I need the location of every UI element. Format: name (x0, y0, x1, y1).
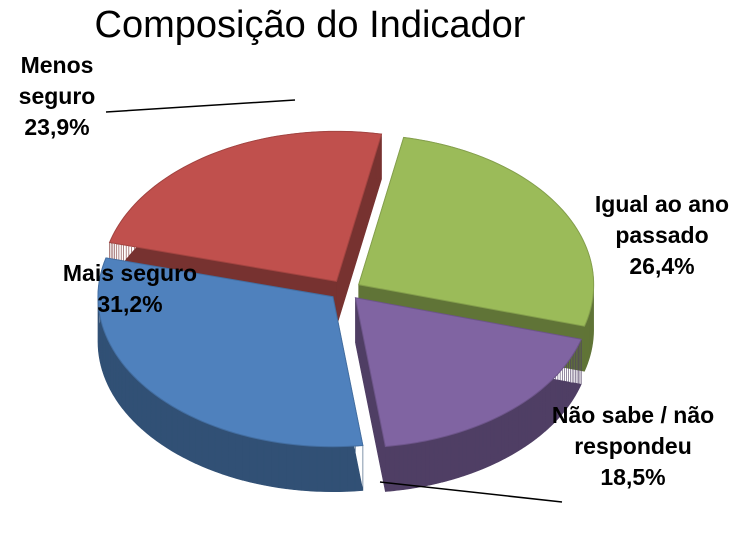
category-label: Menos seguro (18, 52, 96, 109)
data-label: Mais seguro 31,2% (30, 258, 230, 320)
value-label: 18,5% (600, 464, 666, 490)
data-label: Igual ao ano passado 26,4% (572, 189, 751, 282)
leader-line (105, 99, 296, 113)
slice (354, 297, 582, 448)
data-label: Não sabe / não respondeu 18,5% (548, 400, 718, 493)
slice (97, 257, 364, 448)
category-label: Não sabe / não respondeu (551, 402, 715, 459)
slice (358, 136, 595, 327)
data-label: Menos seguro 23,9% (2, 50, 112, 143)
category-label: Igual ao ano passado (594, 191, 730, 248)
slice (108, 130, 383, 282)
value-label: 26,4% (629, 253, 695, 279)
leader-line (379, 481, 563, 503)
category-label: Mais seguro (62, 260, 198, 286)
chart-title: Composição do Indicador (94, 4, 526, 46)
value-label: 31,2% (97, 291, 163, 317)
value-label: 23,9% (24, 114, 90, 140)
